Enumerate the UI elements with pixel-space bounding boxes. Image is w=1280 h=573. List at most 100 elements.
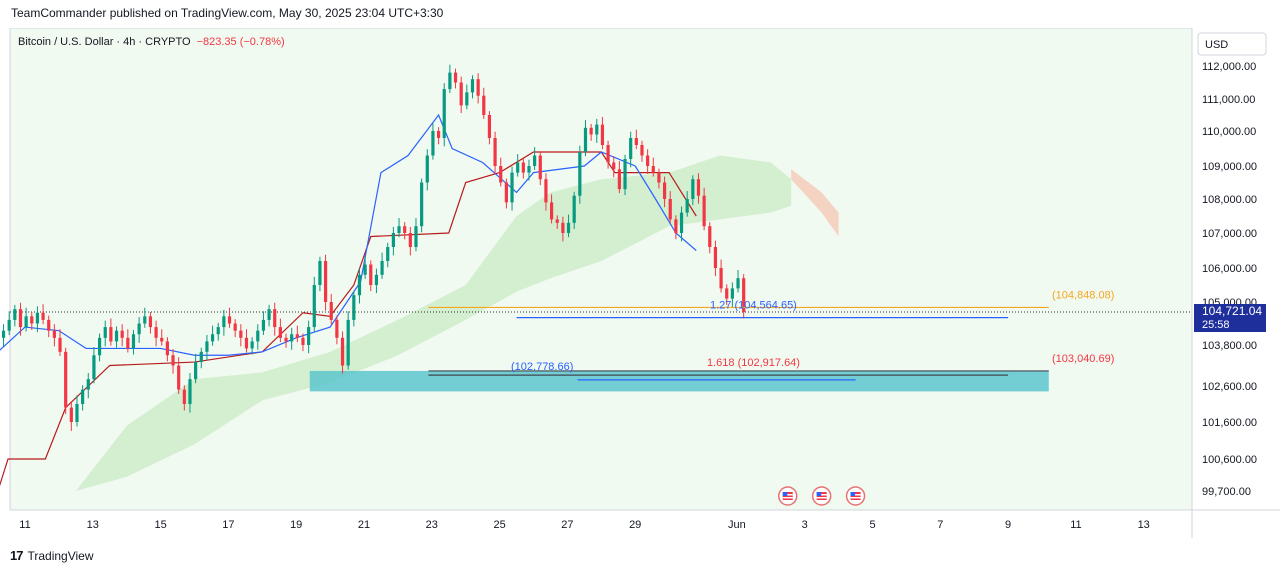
candle-body[interactable] (267, 309, 271, 320)
candle-body[interactable] (504, 182, 508, 203)
candle-body[interactable] (391, 233, 395, 247)
candle-body[interactable] (239, 330, 243, 338)
candle-body[interactable] (612, 162, 616, 170)
candle-body[interactable] (24, 316, 28, 328)
candle-body[interactable] (295, 334, 299, 338)
candle-body[interactable] (719, 268, 723, 289)
candle-body[interactable] (329, 302, 333, 320)
candle-body[interactable] (273, 309, 277, 328)
candle-body[interactable] (154, 327, 158, 338)
candle-body[interactable] (261, 319, 266, 331)
candle-body[interactable] (182, 389, 186, 404)
candle-body[interactable] (725, 288, 729, 299)
candle-body[interactable] (137, 323, 141, 335)
candle-body[interactable] (318, 261, 322, 285)
candle-body[interactable] (1, 330, 6, 338)
candle-body[interactable] (521, 162, 525, 173)
candle-body[interactable] (662, 182, 667, 200)
candle-body[interactable] (131, 334, 136, 349)
candle-body[interactable] (617, 169, 621, 190)
candle-body[interactable] (420, 182, 424, 227)
support-zone[interactable] (309, 370, 1049, 392)
candle-body[interactable] (482, 95, 486, 115)
candle-body[interactable] (736, 278, 740, 289)
candle-body[interactable] (307, 327, 311, 345)
candle-body[interactable] (126, 337, 130, 349)
candle-body[interactable] (346, 319, 350, 366)
candle-body[interactable] (30, 316, 34, 324)
candle-body[interactable] (516, 162, 520, 173)
candle-body[interactable] (199, 351, 203, 363)
candle-body[interactable] (578, 152, 582, 196)
candle-body[interactable] (436, 131, 441, 138)
candle-body[interactable] (114, 330, 119, 342)
candle-body[interactable] (414, 226, 418, 247)
candle-body[interactable] (538, 155, 542, 180)
candle-body[interactable] (41, 312, 45, 320)
candle-body[interactable] (589, 127, 593, 135)
candle-body[interactable] (205, 341, 209, 352)
candle-body[interactable] (527, 166, 531, 173)
candle-body[interactable] (572, 195, 576, 223)
candle-body[interactable] (386, 247, 390, 261)
candle-body[interactable] (52, 330, 56, 338)
candle-body[interactable] (69, 407, 73, 422)
candle-body[interactable] (222, 316, 226, 328)
candle-body[interactable] (623, 159, 627, 190)
candle-body[interactable] (188, 379, 192, 404)
candle-body[interactable] (244, 337, 249, 349)
candle-body[interactable] (18, 309, 23, 328)
candle-body[interactable] (674, 219, 678, 233)
candle-body[interactable] (284, 337, 288, 342)
candle-body[interactable] (583, 127, 588, 152)
candle-body[interactable] (600, 124, 605, 145)
candle-body[interactable] (290, 334, 294, 342)
candle-body[interactable] (499, 166, 503, 183)
candle-body[interactable] (713, 247, 718, 268)
candle-body[interactable] (250, 341, 254, 349)
candle-body[interactable] (566, 222, 571, 233)
candle-body[interactable] (459, 82, 463, 106)
candle-body[interactable] (81, 389, 85, 404)
candle-body[interactable] (668, 199, 672, 220)
candle-body[interactable] (301, 337, 305, 345)
candle-body[interactable] (103, 327, 107, 338)
candle-body[interactable] (58, 337, 62, 352)
candle-body[interactable] (640, 145, 644, 156)
candle-body[interactable] (374, 274, 379, 285)
candle-body[interactable] (194, 362, 198, 380)
candle-body[interactable] (143, 316, 147, 324)
candle-body[interactable] (47, 319, 51, 331)
candle-body[interactable] (13, 309, 17, 320)
candlestick-chart[interactable]: (104,848.08) 1.27 (104,564.65) (103,040.69… (0, 28, 1280, 540)
candle-body[interactable] (453, 72, 458, 83)
candle-body[interactable] (64, 351, 68, 408)
candle-body[interactable] (323, 261, 328, 302)
candle-body[interactable] (171, 355, 175, 366)
candle-body[interactable] (510, 172, 514, 203)
candle-body[interactable] (7, 319, 11, 331)
candle-body[interactable] (555, 219, 559, 223)
candle-body[interactable] (595, 124, 599, 135)
candle-body[interactable] (442, 89, 446, 138)
candle-body[interactable] (75, 404, 79, 422)
candle-body[interactable] (431, 131, 435, 156)
candle-body[interactable] (476, 79, 480, 96)
candle-body[interactable] (397, 226, 401, 233)
candle-body[interactable] (425, 155, 429, 183)
candle-body[interactable] (651, 166, 655, 173)
candle-body[interactable] (606, 145, 610, 163)
candle-body[interactable] (233, 323, 237, 331)
candle-body[interactable] (493, 138, 497, 166)
candle-body[interactable] (403, 226, 407, 233)
candle-body[interactable] (679, 212, 684, 233)
candle-body[interactable] (92, 355, 96, 380)
candle-body[interactable] (160, 337, 164, 342)
candle-body[interactable] (730, 288, 734, 299)
candle-body[interactable] (470, 79, 475, 93)
candle-body[interactable] (646, 155, 650, 167)
candle-body[interactable] (696, 179, 701, 196)
candle-body[interactable] (702, 195, 706, 227)
candle-body[interactable] (363, 264, 367, 275)
candle-body[interactable] (380, 261, 384, 275)
